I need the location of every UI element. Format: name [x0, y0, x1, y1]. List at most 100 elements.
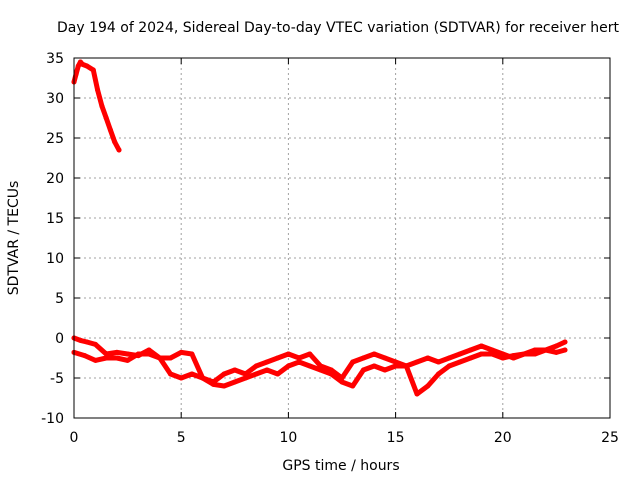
data-point	[414, 391, 420, 397]
series-line	[71, 59, 122, 153]
data-point	[350, 359, 356, 365]
data-point	[82, 353, 88, 359]
y-tick-label: 25	[46, 131, 64, 147]
data-point	[382, 367, 388, 373]
data-point	[285, 351, 291, 357]
y-tick-label: 30	[46, 91, 64, 107]
data-point	[135, 351, 141, 357]
data-point	[80, 61, 86, 67]
x-axis-ticks: 0 5 10 15 20 25	[70, 58, 619, 446]
data-point	[425, 383, 431, 389]
chart-title: Day 194 of 2024, Sidereal Day-to-day VTE…	[57, 20, 619, 36]
data-point	[489, 347, 495, 353]
data-point	[511, 353, 517, 359]
data-point	[339, 379, 345, 385]
data-point	[157, 355, 163, 361]
y-tick-label: 0	[55, 331, 64, 347]
data-point	[116, 147, 122, 153]
data-point	[296, 359, 302, 365]
x-tick-label: 25	[601, 430, 619, 446]
data-point	[189, 371, 195, 377]
data-point	[232, 367, 238, 373]
data-point	[243, 375, 249, 381]
y-axis-ticks: -10 -5 0 5 10 15 20 25 30 35	[41, 51, 610, 427]
data-point	[92, 357, 98, 363]
data-point	[264, 367, 270, 373]
y-tick-label: -10	[41, 411, 64, 427]
data-point	[75, 63, 81, 69]
data-point	[478, 351, 484, 357]
data-point	[125, 351, 131, 357]
data-point	[221, 383, 227, 389]
data-point	[92, 341, 98, 347]
data-point	[296, 355, 302, 361]
series-line	[71, 335, 568, 385]
data-point	[307, 363, 313, 369]
x-tick-label: 0	[70, 430, 79, 446]
y-tick-label: 15	[46, 211, 64, 227]
data-point	[414, 359, 420, 365]
data-point	[146, 351, 152, 357]
data-point	[318, 367, 324, 373]
data-point	[253, 371, 259, 377]
data-point	[562, 339, 568, 345]
data-point	[275, 371, 281, 377]
data-point	[103, 115, 109, 121]
y-tick-label: 5	[55, 291, 64, 307]
data-point	[307, 351, 313, 357]
data-point	[73, 71, 79, 77]
data-point	[468, 355, 474, 361]
y-axis-label: SDTVAR / TECUs	[6, 181, 22, 296]
data-point	[90, 67, 96, 73]
data-point	[360, 367, 366, 373]
data-point	[146, 347, 152, 353]
y-tick-label: 20	[46, 171, 64, 187]
plot-frame	[73, 57, 611, 419]
data-point	[125, 357, 131, 363]
data-point	[221, 371, 227, 377]
data-point	[112, 139, 118, 145]
data-point	[167, 355, 173, 361]
data-point	[253, 363, 259, 369]
data-point	[95, 87, 101, 93]
data-point	[371, 351, 377, 357]
data-point	[232, 379, 238, 385]
x-tick-label: 20	[494, 430, 512, 446]
data-point	[178, 349, 184, 355]
data-point	[189, 351, 195, 357]
data-point	[553, 343, 559, 349]
data-point	[275, 355, 281, 361]
data-point	[178, 375, 184, 381]
data-point	[500, 355, 506, 361]
data-point	[285, 363, 291, 369]
data-point	[478, 343, 484, 349]
data-point	[446, 355, 452, 361]
x-tick-label: 15	[387, 430, 405, 446]
data-point	[403, 363, 409, 369]
data-point	[328, 371, 334, 377]
data-point	[103, 355, 109, 361]
data-point	[103, 351, 109, 357]
data-point	[350, 383, 356, 389]
data-point	[457, 351, 463, 357]
data-point	[393, 363, 399, 369]
data-point	[393, 359, 399, 365]
x-axis-label: GPS time / hours	[282, 458, 399, 474]
data-point	[521, 351, 527, 357]
data-point	[489, 351, 495, 357]
data-point	[84, 63, 90, 69]
x-tick-label: 10	[279, 430, 297, 446]
data-point	[99, 103, 105, 109]
data-point	[114, 355, 120, 361]
data-series	[71, 59, 568, 397]
data-point	[435, 371, 441, 377]
data-point	[425, 355, 431, 361]
data-point	[77, 337, 83, 343]
grid-lines	[74, 58, 610, 418]
y-tick-label: -5	[50, 371, 64, 387]
data-point	[553, 349, 559, 355]
data-point	[360, 355, 366, 361]
data-point	[435, 359, 441, 365]
x-tick-label: 5	[177, 430, 186, 446]
